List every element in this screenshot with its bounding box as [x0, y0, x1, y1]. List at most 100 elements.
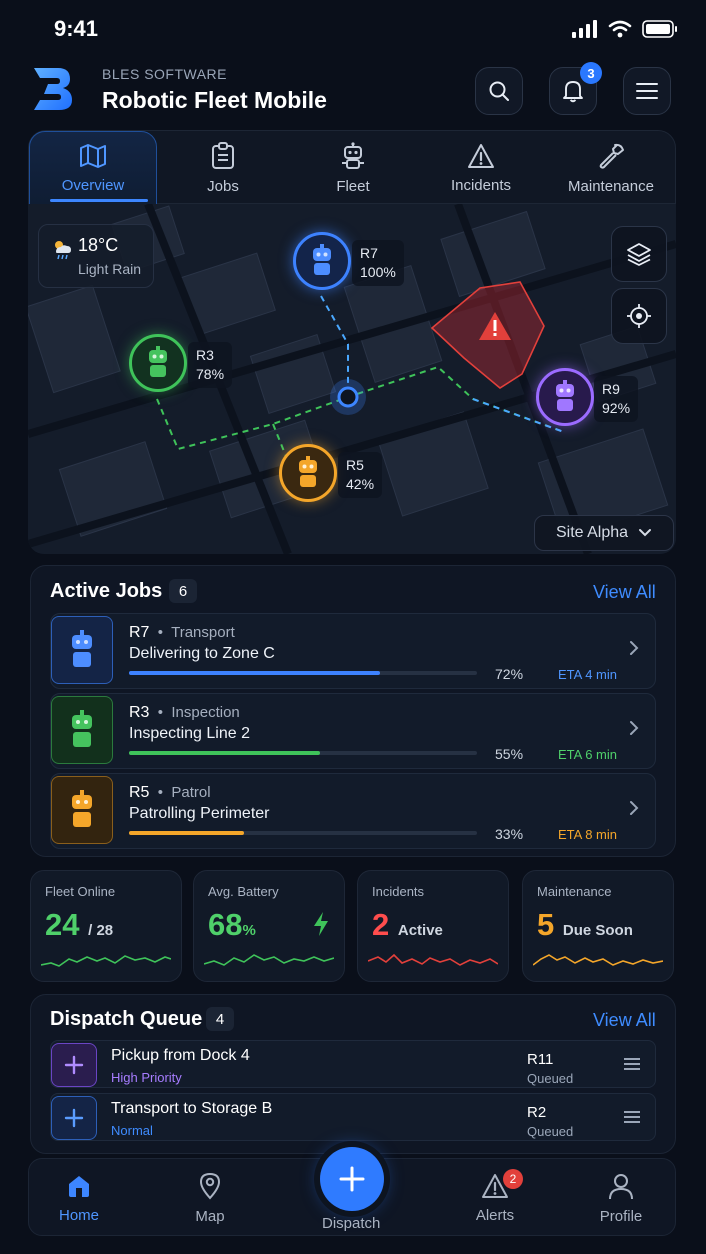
alerts-badge: 2: [503, 1169, 523, 1189]
robot-id: R3: [196, 347, 214, 363]
robot-pin-r3[interactable]: [129, 334, 187, 392]
job-task: Delivering to Zone C: [129, 645, 275, 662]
nav-profile[interactable]: Profile: [571, 1159, 671, 1237]
robot-icon: [72, 790, 92, 827]
nav-map[interactable]: Map: [160, 1159, 260, 1237]
job-row-r7[interactable]: R7 • Transport Delivering to Zone C 72% …: [50, 613, 656, 689]
dispatch-robot: R11: [527, 1051, 554, 1068]
nav-label: Home: [58, 1206, 99, 1224]
job-eta: ETA 8 min: [558, 827, 618, 842]
site-name: Site Alpha: [555, 524, 629, 541]
nav-label: Alerts: [475, 1206, 515, 1224]
robot-label-r9: R9 92%: [594, 376, 639, 422]
job-type: Transport: [171, 624, 235, 641]
map-layers-button[interactable]: [611, 226, 667, 282]
drag-handle-icon[interactable]: [623, 1110, 641, 1124]
robot-icon: [149, 346, 167, 377]
chevron-right-icon: [630, 801, 639, 815]
robot-id: R5: [346, 457, 364, 473]
sparkline: [204, 954, 334, 966]
chevron-right-icon: [630, 641, 639, 655]
job-percent: 33%: [495, 826, 524, 842]
tab-incidents[interactable]: Incidents: [417, 131, 545, 205]
job-row-r5[interactable]: R5 • Patrol Patrolling Perimeter 33% ETA…: [50, 773, 656, 849]
wrench-icon: [599, 143, 624, 169]
drag-handle-icon[interactable]: [623, 1057, 641, 1071]
nav-dispatch-label[interactable]: Dispatch: [322, 1215, 381, 1232]
nav-alerts[interactable]: Alerts: [445, 1159, 545, 1237]
robot-icon: [299, 456, 317, 487]
stat-incidents[interactable]: Incidents 2 Active: [357, 870, 509, 982]
job-progress-fill: [129, 831, 244, 835]
tab-label: Incidents: [450, 176, 512, 194]
robot-id: R9: [602, 381, 620, 397]
notification-badge: 3: [580, 62, 602, 84]
location-pin-icon: [199, 1172, 221, 1199]
section-tabs: Overview Jobs Fleet Incidents Maintenanc…: [28, 130, 676, 205]
plus-icon: [64, 1055, 84, 1075]
status-time: 9:41: [54, 16, 99, 41]
tab-maintenance[interactable]: Maintenance: [547, 131, 675, 205]
stat-avg-battery[interactable]: Avg. Battery 68%: [193, 870, 345, 982]
hamburger-icon: [636, 83, 658, 99]
job-robot-id: R3: [129, 704, 150, 721]
job-progress-fill: [129, 751, 321, 755]
menu-button[interactable]: [623, 67, 671, 115]
dispatch-title: Pickup from Dock 4: [111, 1047, 250, 1064]
job-eta: ETA 6 min: [558, 747, 618, 762]
stat-number: 68: [208, 907, 243, 942]
robot-icon: [72, 630, 92, 667]
tab-label: Overview: [61, 176, 125, 194]
app-title: Robotic Fleet Mobile: [102, 87, 327, 113]
job-robot-avatar: [51, 776, 113, 844]
robot-label-r5: R5 42%: [338, 452, 383, 498]
dispatch-priority: Normal: [111, 1123, 153, 1138]
stat-number: 5: [537, 907, 555, 942]
robot-icon: [72, 710, 92, 747]
robot-pin-r9[interactable]: [536, 368, 594, 426]
layers-icon: [627, 243, 651, 266]
dispatch-queue-view-all[interactable]: View All: [593, 1010, 656, 1030]
dispatch-add-button[interactable]: [51, 1043, 97, 1087]
warning-icon: [468, 143, 494, 168]
plus-icon: [64, 1108, 84, 1128]
tab-jobs[interactable]: Jobs: [159, 131, 287, 205]
crosshair-icon: [627, 304, 651, 328]
dispatch-fab-button[interactable]: [320, 1147, 384, 1211]
job-row-r3[interactable]: R3 • Inspection Inspecting Line 2 55% ET…: [50, 693, 656, 769]
dispatch-queue-title: Dispatch Queue: [50, 1008, 203, 1030]
robot-label-r3: R3 78%: [188, 342, 233, 388]
weather-widget: 18°C Light Rain: [38, 224, 154, 288]
robot-pin-r5[interactable]: [279, 444, 337, 502]
robot-id: R7: [360, 245, 378, 261]
robot-pin-r7[interactable]: [293, 232, 351, 290]
stat-fleet-online[interactable]: Fleet Online 24 / 28: [30, 870, 182, 982]
robot-icon: [556, 380, 574, 411]
job-title-line: R3 • Inspection: [129, 704, 240, 721]
tab-label: Jobs: [207, 177, 239, 195]
stat-maintenance[interactable]: Maintenance 5 Due Soon: [522, 870, 674, 982]
job-type: Patrol: [171, 784, 211, 801]
job-eta: ETA 4 min: [558, 667, 618, 682]
status-icons: [572, 20, 678, 38]
active-jobs-view-all[interactable]: View All: [593, 582, 656, 602]
stat-label: Avg. Battery: [208, 884, 279, 899]
job-task: Patrolling Perimeter: [129, 805, 270, 822]
bell-icon: [563, 81, 583, 103]
tab-fleet[interactable]: Fleet: [289, 131, 417, 205]
tab-overview[interactable]: Overview: [29, 131, 157, 205]
robot-battery: 100%: [360, 264, 396, 280]
home-icon: [69, 1175, 89, 1197]
job-type: Inspection: [171, 704, 240, 721]
user-icon: [609, 1173, 633, 1199]
job-task: Inspecting Line 2: [129, 725, 250, 742]
dispatch-add-button[interactable]: [51, 1096, 97, 1140]
brand-name: BLES SOFTWARE: [102, 66, 228, 82]
search-button[interactable]: [475, 67, 523, 115]
nav-home[interactable]: Home: [29, 1159, 129, 1237]
dispatch-row[interactable]: Transport to Storage B Normal R2 Queued: [50, 1093, 656, 1141]
locate-me-button[interactable]: [611, 288, 667, 344]
dispatch-row[interactable]: Pickup from Dock 4 High Priority R11 Que…: [50, 1040, 656, 1088]
notifications-button[interactable]: 3: [549, 62, 602, 115]
site-selector[interactable]: Site Alpha: [534, 515, 674, 551]
